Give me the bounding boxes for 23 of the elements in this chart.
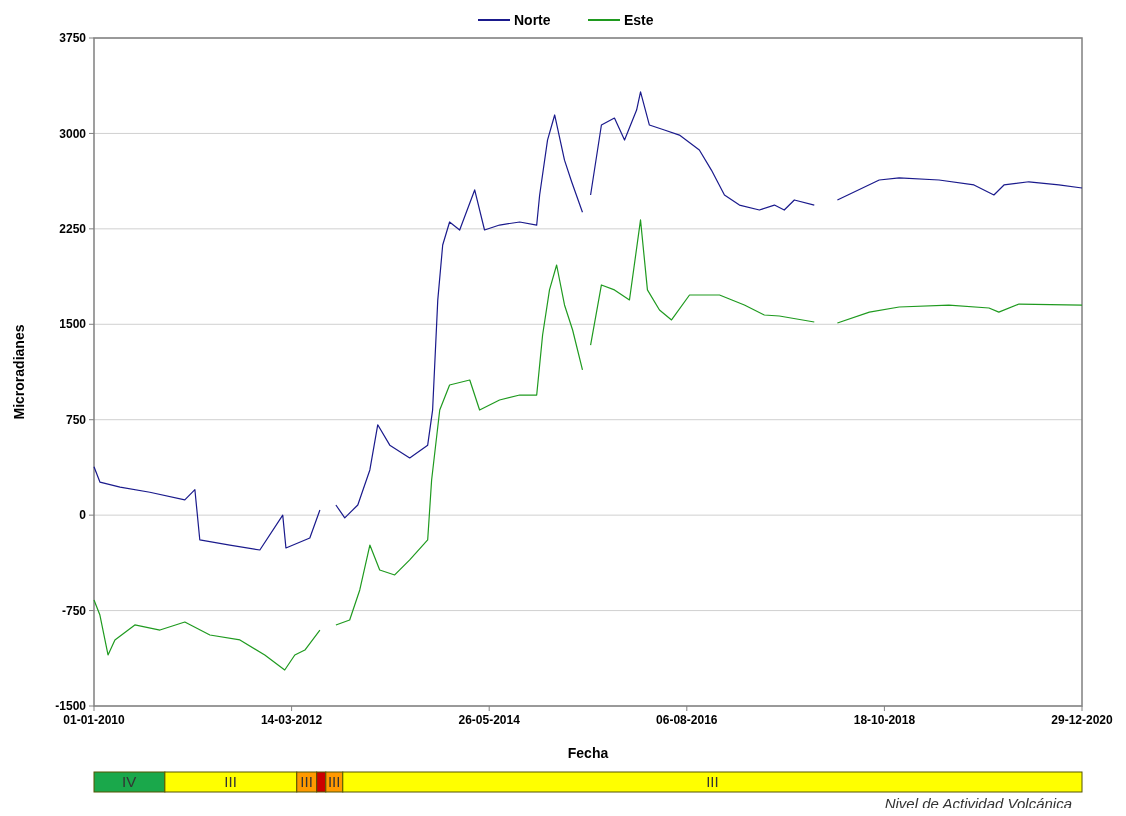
y-tick-label: 750 xyxy=(65,412,87,427)
y-tick-label: 1500 xyxy=(59,317,87,332)
y-axis-title: Microradianes xyxy=(11,324,27,420)
x-tick-label: 06-08-2016 xyxy=(656,713,718,727)
y-tick-label: 3000 xyxy=(59,126,87,141)
text: III xyxy=(706,773,719,791)
x-tick-label: 26-05-2014 xyxy=(458,713,521,727)
text: III xyxy=(224,773,237,791)
y-tick-label: 0 xyxy=(79,508,87,523)
x-axis-title: Fecha xyxy=(567,745,609,761)
x-tick-label: 01-01-2010 xyxy=(63,713,126,727)
y-tick-label: -1500 xyxy=(55,699,87,714)
x-tick-label: 29-12-2020 xyxy=(1051,713,1114,727)
y-tick-label: -750 xyxy=(61,603,87,618)
y-tick-label: 2250 xyxy=(59,222,87,237)
text: III xyxy=(327,773,341,791)
text: IV xyxy=(122,773,137,791)
x-tick-label: 14-03-2012 xyxy=(260,713,323,727)
legend-label: Este xyxy=(624,11,654,28)
legend-label: Norte xyxy=(514,11,551,28)
x-tick-label: 18-10-2018 xyxy=(853,713,916,727)
y-tick-label: 3750 xyxy=(59,31,87,46)
text: III xyxy=(300,773,313,791)
